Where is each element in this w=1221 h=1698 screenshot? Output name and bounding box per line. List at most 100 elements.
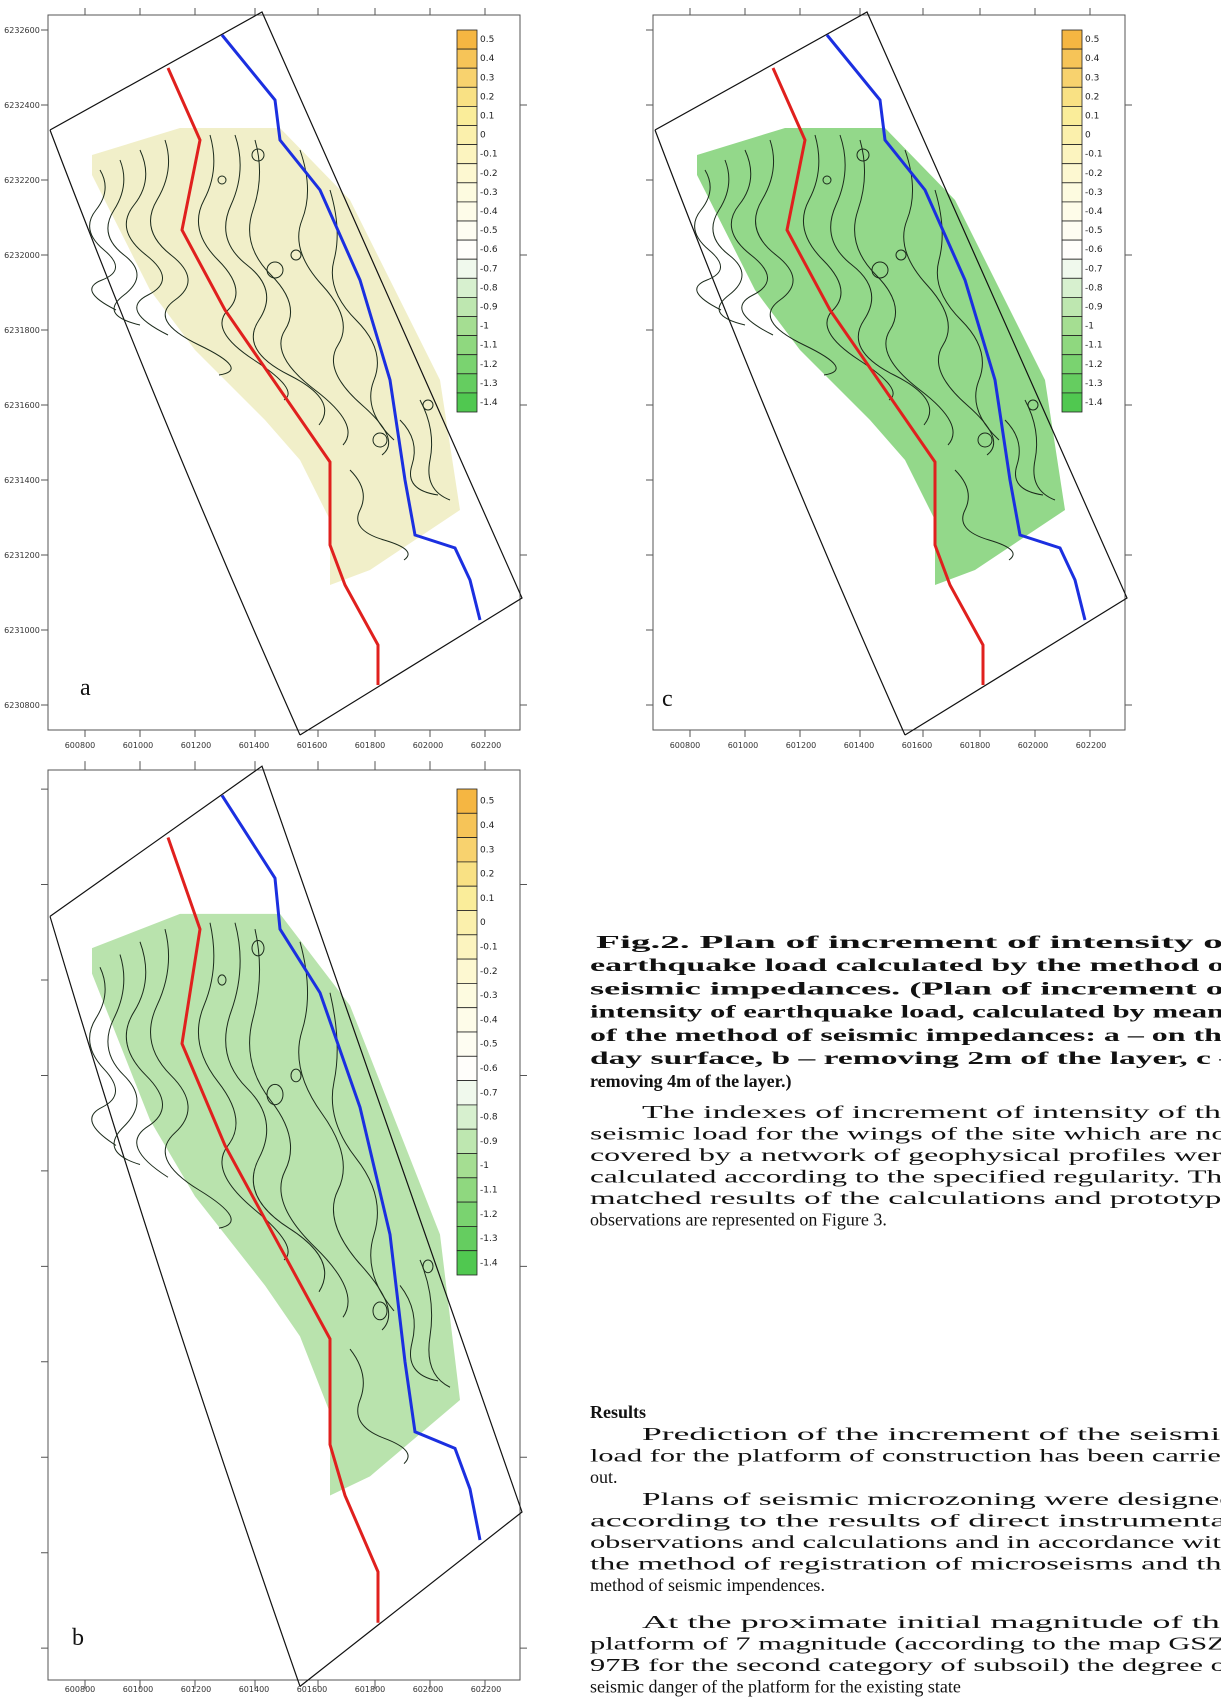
colorbar-label: 0 (1085, 131, 1091, 141)
colorbar-swatch (457, 1178, 477, 1202)
x-tick-label: 602000 (413, 1685, 444, 1694)
colorbar-label: 0.4 (480, 821, 495, 831)
y-tick-label: 6231000 (4, 626, 40, 635)
text-line: method of seismic impendences. (590, 1575, 825, 1595)
y-tick-label: 6231600 (4, 401, 40, 410)
panel-label: b (72, 1625, 84, 1651)
colorbar-swatch (457, 30, 477, 49)
colorbar-label: -0.6 (480, 245, 498, 255)
colorbar-swatch (457, 935, 477, 959)
document: 0.50.40.30.20.10-0.1-0.2-0.3-0.4-0.5-0.6… (0, 0, 1221, 1698)
panel-label: c (662, 686, 673, 712)
text-line: seismic load for the wings of the site w… (590, 1124, 1221, 1144)
colorbar-label: -1 (1085, 322, 1094, 332)
y-tick-label: 6231200 (4, 551, 40, 560)
text-line: matched results of the calculations and … (590, 1188, 1221, 1208)
colorbar-label: -0.6 (480, 1064, 498, 1074)
text-line: observations and calculations and in acc… (590, 1532, 1221, 1552)
colorbar-label: -0.2 (480, 967, 498, 977)
y-tick-label: 6231400 (4, 476, 40, 485)
map-panel-c (646, 8, 1132, 737)
colorbar-label: -1.1 (480, 341, 498, 351)
colorbar-label: -0.7 (480, 1088, 498, 1098)
colorbar-swatch (457, 259, 477, 278)
colorbar-label: -0.3 (480, 188, 498, 198)
x-tick-label: 601200 (786, 741, 817, 750)
colorbar-label: -0.3 (480, 991, 498, 1001)
colorbar-label: -1.3 (480, 379, 498, 389)
colorbar-swatch (1062, 68, 1082, 87)
text-line: seismic danger of the platform for the e… (590, 1677, 961, 1697)
colorbar-label: -0.2 (480, 169, 498, 179)
colorbar-label: 0 (480, 918, 486, 928)
colorbar-swatch (457, 202, 477, 221)
colorbar-swatch (457, 49, 477, 68)
colorbar-label: 0.3 (480, 73, 494, 83)
colorbar-swatch (457, 374, 477, 393)
colorbar-swatch (457, 1056, 477, 1080)
x-tick-label: 602000 (413, 741, 444, 750)
x-tick-label: 601800 (355, 741, 386, 750)
colorbar-label: -0.8 (480, 1113, 498, 1123)
colorbar-swatch (457, 126, 477, 145)
colorbar-label: -0.9 (480, 1137, 498, 1147)
colorbar-label: 0 (480, 131, 486, 141)
colorbar-label: -0.6 (1085, 245, 1103, 255)
x-tick-label: 601800 (960, 741, 991, 750)
colorbar-label: -1.4 (480, 398, 498, 408)
map-panel-a (41, 8, 527, 737)
colorbar-swatch (1062, 297, 1082, 316)
text-line: Plans of seismic microzoning were design… (642, 1489, 1221, 1509)
caption-line: earthquake load calculated by the method… (590, 955, 1221, 975)
colorbar-swatch (457, 959, 477, 983)
colorbar-swatch (457, 164, 477, 183)
x-tick-label: 601600 (297, 741, 328, 750)
colorbar-label: -1 (480, 322, 489, 332)
caption-line: of the method of seismic impedances: a –… (590, 1025, 1221, 1045)
x-tick-label: 601000 (123, 1685, 154, 1694)
caption-line: seismic impedances. (Plan of increment o… (590, 978, 1221, 999)
caption-line: Fig.2. Plan of increment of intensity of (596, 932, 1221, 952)
colorbar-label: -1.4 (480, 1258, 498, 1268)
colorbar-swatch (457, 1251, 477, 1275)
colorbar-label: 0.2 (1085, 92, 1099, 102)
colorbar-label: -1.2 (480, 360, 498, 370)
caption-line: removing 4m of the layer.) (590, 1071, 791, 1092)
colorbar-label: -0.2 (1085, 169, 1103, 179)
colorbar-label: -0.9 (480, 302, 498, 312)
colorbar-swatch (1062, 221, 1082, 240)
text-line: 97B for the second category of subsoil) … (590, 1655, 1221, 1676)
x-tick-label: 601000 (123, 741, 154, 750)
x-tick-label: 601600 (902, 741, 933, 750)
text-line: load for the platform of construction ha… (590, 1446, 1221, 1466)
colorbar-label: -0.5 (1085, 226, 1103, 236)
x-tick-label: 601400 (844, 741, 875, 750)
x-tick-label: 601800 (355, 1685, 386, 1694)
map-panel-b (41, 761, 527, 1689)
colorbar-swatch (457, 1105, 477, 1129)
x-tick-label: 600800 (65, 1685, 96, 1694)
colorbar-swatch (457, 1032, 477, 1056)
colorbar-swatch (457, 886, 477, 910)
colorbar-swatch (457, 911, 477, 935)
colorbar-label: 0.1 (480, 111, 494, 121)
colorbar-label: 0.5 (480, 797, 494, 807)
colorbar-swatch (1062, 202, 1082, 221)
text-line: Prediction of the increment of the seism… (642, 1424, 1221, 1444)
y-tick-label: 6232400 (4, 101, 40, 110)
colorbar-label: -0.8 (1085, 283, 1103, 293)
colorbar-label: -1.2 (1085, 360, 1103, 370)
colorbar-label: -1 (480, 1161, 489, 1171)
colorbar-swatch (457, 862, 477, 886)
colorbar-swatch (1062, 336, 1082, 355)
colorbar-swatch (457, 1202, 477, 1226)
colorbar-swatch (1062, 126, 1082, 145)
colorbar-swatch (1062, 317, 1082, 336)
colorbar-swatch (457, 240, 477, 259)
colorbar-swatch (1062, 393, 1082, 412)
colorbar-swatch (1062, 355, 1082, 374)
text-line: observations are represented on Figure 3… (590, 1210, 887, 1230)
x-tick-label: 601400 (239, 741, 270, 750)
colorbar-swatch (457, 813, 477, 837)
colorbar-label: -1.1 (1085, 341, 1103, 351)
